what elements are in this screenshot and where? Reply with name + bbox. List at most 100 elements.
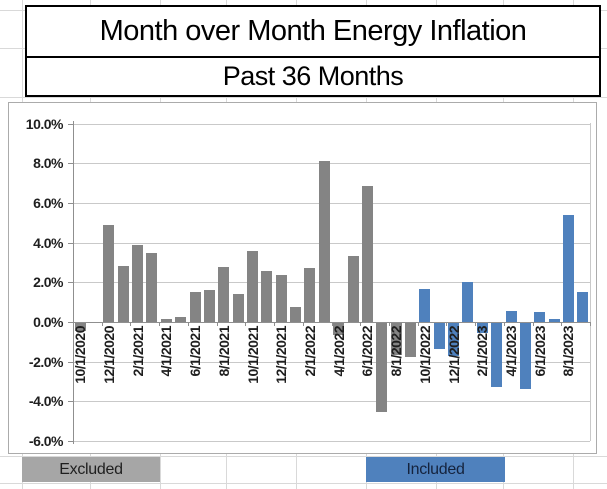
x-axis-label: 4/1/2023 <box>503 326 519 377</box>
x-axis-label: 4/1/2022 <box>330 326 347 377</box>
gridline-h <box>73 401 590 403</box>
chart-bar <box>519 323 531 390</box>
chart-bar <box>476 323 488 333</box>
y-axis-label: 8.0% <box>33 155 63 172</box>
chart-bar <box>505 311 517 322</box>
y-axis-tick <box>68 282 73 284</box>
chart-bar <box>189 292 201 322</box>
x-axis-label: 6/1/2021 <box>187 326 204 377</box>
y-axis-tick <box>68 322 73 323</box>
x-axis-label: 12/1/2022 <box>445 326 462 384</box>
chart-bar <box>261 271 273 322</box>
chart-bar <box>448 323 460 356</box>
y-axis-tick <box>68 202 73 204</box>
sheet-gridline <box>0 483 607 484</box>
x-axis-label: 10/1/2021 <box>244 326 261 384</box>
chart-bar <box>333 323 345 335</box>
gridline-h <box>73 361 590 363</box>
chart-bar <box>232 294 244 322</box>
chart-bar <box>562 214 574 322</box>
chart-bar <box>103 224 115 322</box>
gridline-h <box>73 202 590 204</box>
chart-bar <box>577 292 589 322</box>
chart-bar <box>318 161 330 322</box>
chart-object[interactable]: 10.0% 8.0% 6.0% 4.0% 2.0% 0.0% -2.0% -4.0% -6.0%… <box>8 102 597 454</box>
x-axis-label: 12/1/2020 <box>100 326 117 384</box>
chart-bar <box>404 323 416 357</box>
x-axis-tick <box>532 322 534 326</box>
x-axis-tick <box>216 322 218 326</box>
chart-bar <box>117 266 129 322</box>
chart-bar <box>203 290 215 322</box>
x-axis-tick <box>274 322 276 326</box>
chart-bar <box>146 252 158 322</box>
x-axis-tick <box>360 322 362 326</box>
legend-included-cell[interactable]: Included <box>366 457 505 482</box>
x-axis-tick <box>590 322 591 326</box>
y-axis-label: 6.0% <box>33 194 63 211</box>
y-axis-label: 4.0% <box>33 234 63 251</box>
legend-excluded-cell[interactable]: Excluded <box>22 457 160 482</box>
x-axis-label: 8/1/2023 <box>560 326 577 377</box>
chart-bar <box>160 319 172 322</box>
legend-excluded-label: Excluded <box>59 460 123 478</box>
chart-bar <box>175 317 187 322</box>
x-axis-tick <box>101 322 103 326</box>
y-axis-tick <box>68 401 73 403</box>
gridline-h <box>73 163 590 165</box>
x-axis-tick <box>503 322 505 326</box>
x-axis-label: 8/1/2021 <box>215 326 232 377</box>
plot-area: 10.0% 8.0% 6.0% 4.0% 2.0% 0.0% -2.0% -4.0% -6.0%… <box>9 103 596 453</box>
chart-bar <box>247 250 258 322</box>
chart-bar <box>132 244 144 322</box>
y-axis-label: -6.0% <box>28 433 64 450</box>
y-axis-label: 10.0% <box>25 115 64 132</box>
y-axis-tick <box>68 242 73 244</box>
x-axis-label: 8/1/2022 <box>388 326 405 377</box>
chart-subtitle: Past 36 Months <box>222 61 404 91</box>
x-axis-tick <box>159 322 161 326</box>
gridline-h <box>73 242 590 244</box>
x-axis-label: 2/1/2023 <box>474 326 491 377</box>
chart-bar <box>74 323 86 331</box>
x-axis-label: 12/1/2021 <box>273 326 290 384</box>
gridline-h <box>73 282 590 284</box>
title-box: Month over Month Energy Inflation Past 3… <box>25 5 601 97</box>
x-axis-tick <box>561 322 563 326</box>
x-axis-label: 6/1/2023 <box>531 326 548 377</box>
x-axis-label: 2/1/2022 <box>301 326 318 377</box>
y-axis-tick <box>68 123 73 125</box>
chart-bar <box>390 323 402 355</box>
chart-bar <box>433 323 445 349</box>
x-axis-tick <box>446 322 448 326</box>
x-axis-tick <box>187 322 189 326</box>
x-axis-label: 10/1/2022 <box>416 326 433 384</box>
y-axis-tick <box>68 163 73 165</box>
chart-bar <box>491 323 503 387</box>
y-axis-line <box>73 121 74 444</box>
x-axis-label: 2/1/2021 <box>129 326 146 377</box>
chart-bar <box>462 282 474 322</box>
x-axis-label: 4/1/2021 <box>158 326 175 377</box>
y-axis-tick <box>68 361 73 363</box>
gridline-h <box>73 123 590 125</box>
chart-bar <box>290 307 302 322</box>
chart-bar <box>347 256 359 322</box>
chart-bar <box>275 275 287 322</box>
y-axis-label: -4.0% <box>28 393 64 410</box>
x-axis-tick <box>302 322 304 326</box>
plot-right-border <box>590 123 591 441</box>
sheet-gridline <box>0 97 607 98</box>
chart-title: Month over Month Energy Inflation <box>27 7 599 58</box>
chart-bar <box>218 267 230 322</box>
x-axis-tick <box>130 322 132 326</box>
x-axis-tick <box>73 322 74 326</box>
chart-bar <box>376 323 388 413</box>
chart-bar <box>361 186 373 322</box>
y-axis-tick <box>68 441 73 443</box>
x-axis-tick <box>475 322 477 326</box>
legend-included-label: Included <box>406 460 465 478</box>
x-axis-tick <box>388 322 390 326</box>
chart-bar <box>548 319 560 322</box>
